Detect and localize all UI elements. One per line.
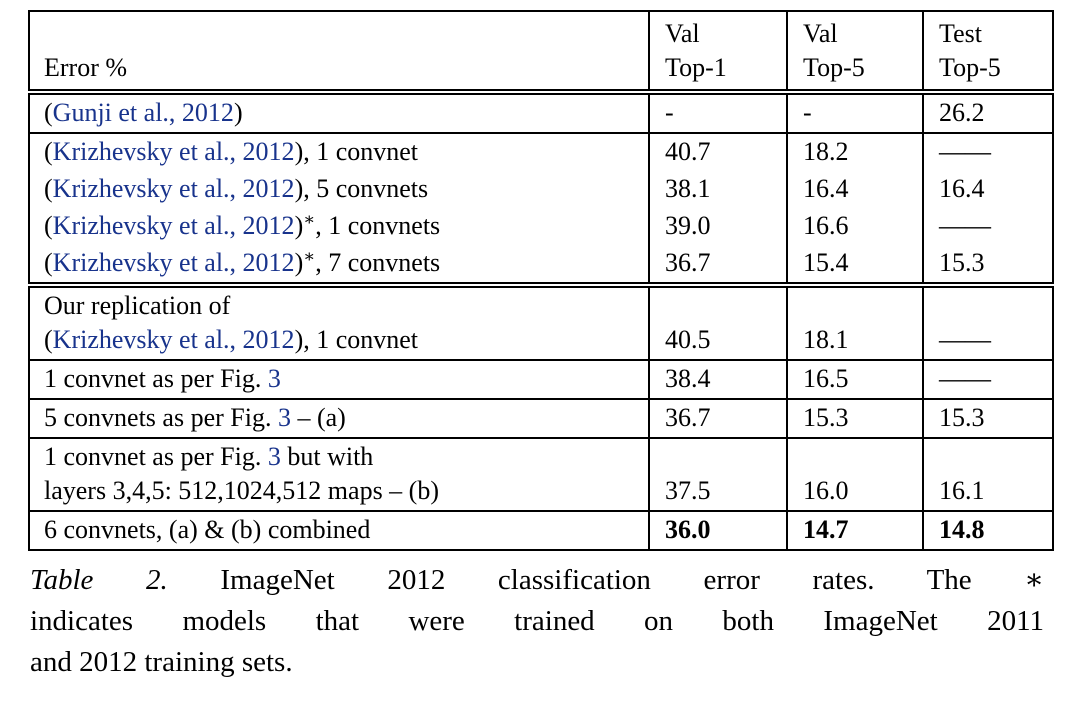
val-top1-cell: 38.1: [648, 171, 788, 208]
error-rates-table: Error % Val Top-1 Val Top-5 Test Top-5 (Gun…: [28, 10, 1054, 551]
val-top5-cell: 18.1: [786, 285, 924, 361]
test-top5-cell: 15.3: [922, 245, 1054, 288]
val-top5-cell: 16.5: [786, 360, 924, 400]
val-top1-cell: 36.7: [648, 245, 788, 288]
table-row-5convnets-a: 5 convnets as per Fig. 3 – (a) 36.7 15.3…: [28, 399, 1054, 439]
table-row-krizhevsky-star-7convnets: (Krizhevsky et al., 2012)∗, 7 convnets 3…: [28, 245, 1054, 288]
val-top1-cell: 38.4: [648, 360, 788, 400]
table-row-1convnet-b: 1 convnet as per Fig. 3 but with layers 3…: [28, 438, 1054, 512]
test-top5-cell: ——: [922, 360, 1054, 400]
val-top5-cell: 14.7: [786, 511, 924, 550]
val-top1-cell: 39.0: [648, 208, 788, 245]
val-top5-cell: 18.2: [786, 133, 924, 171]
figure-ref-link[interactable]: 3: [277, 403, 291, 432]
table-row-6convnets-combined: 6 convnets, (a) & (b) combined 36.0 14.7…: [28, 511, 1054, 550]
caption-line-1: Table 2. ImageNet 2012 classification er…: [30, 564, 1044, 596]
table-row-krizhevsky-5convnets: (Krizhevsky et al., 2012), 5 convnets 38…: [28, 171, 1054, 208]
test-top5-cell: ——: [922, 133, 1054, 171]
row-label: 1 convnet as per Fig. 3 but with layers 3…: [28, 438, 650, 512]
test-top5-cell: 16.1: [922, 438, 1054, 512]
citation-link[interactable]: Krizhevsky et al., 2012: [52, 325, 295, 354]
citation-link[interactable]: Krizhevsky et al., 2012: [52, 248, 295, 277]
header-error-pct: Error %: [28, 11, 650, 95]
citation-link[interactable]: Krizhevsky et al., 2012: [52, 174, 295, 203]
table-row-krizhevsky-1convnet: (Krizhevsky et al., 2012), 1 convnet 40.…: [28, 133, 1054, 171]
table-caption: Table 2. ImageNet 2012 classification er…: [30, 560, 1044, 683]
table-row-1convnet-fig3: 1 convnet as per Fig. 3 38.4 16.5 ——: [28, 360, 1054, 400]
test-top5-cell: 14.8: [922, 511, 1054, 550]
citation-link[interactable]: Krizhevsky et al., 2012: [52, 211, 295, 240]
val-top1-cell: 40.5: [648, 285, 788, 361]
table-row-krizhevsky-star-1convnet: (Krizhevsky et al., 2012)∗, 1 convnets 3…: [28, 208, 1054, 245]
citation-link[interactable]: Gunji et al., 2012: [52, 98, 234, 127]
val-top5-cell: 16.6: [786, 208, 924, 245]
test-top5-cell: 26.2: [922, 92, 1054, 134]
row-label: (Gunji et al., 2012): [28, 92, 650, 134]
row-label: 1 convnet as per Fig. 3: [28, 360, 650, 400]
row-label: (Krizhevsky et al., 2012)∗, 1 convnets: [28, 208, 650, 245]
row-label: (Krizhevsky et al., 2012)∗, 7 convnets: [28, 245, 650, 288]
header-test-top5: Test Top-5: [922, 11, 1054, 95]
caption-line-2: indicates models that were trained on bo…: [30, 605, 1044, 637]
val-top5-cell: 16.4: [786, 171, 924, 208]
row-label: 5 convnets as per Fig. 3 – (a): [28, 399, 650, 439]
test-top5-cell: 15.3: [922, 399, 1054, 439]
val-top1-cell: -: [648, 92, 788, 134]
row-label: 6 convnets, (a) & (b) combined: [28, 511, 650, 550]
val-top5-cell: -: [786, 92, 924, 134]
table-header-row: Error % Val Top-1 Val Top-5 Test Top-5: [28, 11, 1054, 95]
table-row-gunji: (Gunji et al., 2012) - - 26.2: [28, 92, 1054, 134]
header-val-top1: Val Top-1: [648, 11, 788, 95]
val-top1-cell: 36.0: [648, 511, 788, 550]
test-top5-cell: ——: [922, 285, 1054, 361]
val-top5-cell: 15.4: [786, 245, 924, 288]
figure-ref-link[interactable]: 3: [267, 364, 281, 393]
figure-ref-link[interactable]: 3: [267, 442, 281, 471]
header-val-top5: Val Top-5: [786, 11, 924, 95]
test-top5-cell: 16.4: [922, 171, 1054, 208]
test-top5-cell: ——: [922, 208, 1054, 245]
row-label: (Krizhevsky et al., 2012), 5 convnets: [28, 171, 650, 208]
val-top5-cell: 16.0: [786, 438, 924, 512]
val-top1-cell: 37.5: [648, 438, 788, 512]
row-label: Our replication of (Krizhevsky et al., 20…: [28, 285, 650, 361]
results-table-wrap: Error % Val Top-1 Val Top-5 Test Top-5 (Gun…: [28, 10, 1054, 551]
caption-line-3: and 2012 training sets.: [30, 646, 293, 678]
row-label: (Krizhevsky et al., 2012), 1 convnet: [28, 133, 650, 171]
val-top5-cell: 15.3: [786, 399, 924, 439]
val-top1-cell: 40.7: [648, 133, 788, 171]
table-row-our-replication: Our replication of (Krizhevsky et al., 20…: [28, 285, 1054, 361]
val-top1-cell: 36.7: [648, 399, 788, 439]
citation-link[interactable]: Krizhevsky et al., 2012: [52, 137, 295, 166]
